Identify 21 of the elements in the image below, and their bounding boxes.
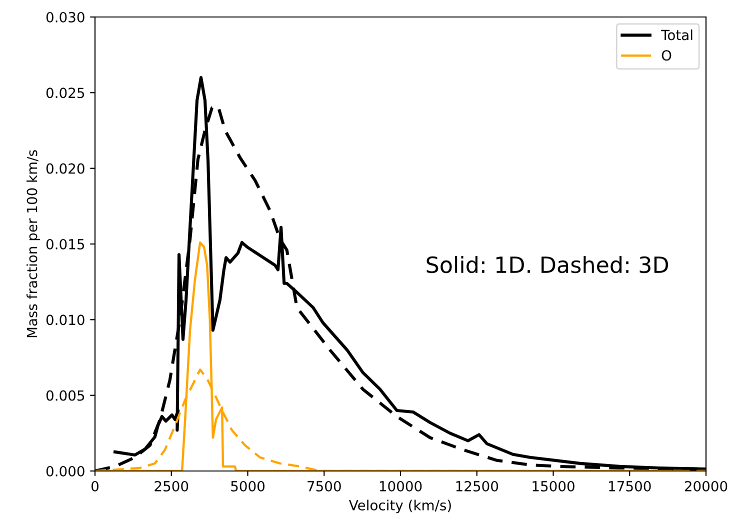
annotation: Solid: 1D. Dashed: 3D	[426, 256, 668, 274]
y-tick-label: 0.030	[46, 12, 84, 22]
x-tick-label: 5000	[231, 480, 264, 492]
legend-label: O	[662, 50, 672, 61]
x-tick-label: 10000	[380, 480, 422, 492]
y-tick-label: 0.025	[46, 88, 84, 98]
x-tick-label: 12500	[456, 480, 498, 492]
x-axis-title: Velocity (km/s)	[348, 500, 451, 514]
x-tick-label: 17500	[609, 480, 651, 492]
x-tick-label: 7500	[308, 480, 341, 492]
y-tick-label: 0.010	[46, 314, 84, 326]
y-tick-label: 0.020	[46, 163, 84, 174]
x-tick-label: 15000	[532, 480, 574, 492]
y-axis-title: Mass fraction per 100 km/s	[26, 150, 40, 338]
x-tick-label: 20000	[684, 480, 728, 492]
x-tick-label: 2500	[154, 480, 188, 492]
legend-label: Total	[661, 30, 692, 40]
x-tick-label: 0	[91, 480, 98, 492]
y-tick-label: 0.015	[46, 238, 84, 250]
y-tick-label: 0.000	[46, 466, 84, 476]
y-tick-label: 0.005	[46, 390, 84, 401]
